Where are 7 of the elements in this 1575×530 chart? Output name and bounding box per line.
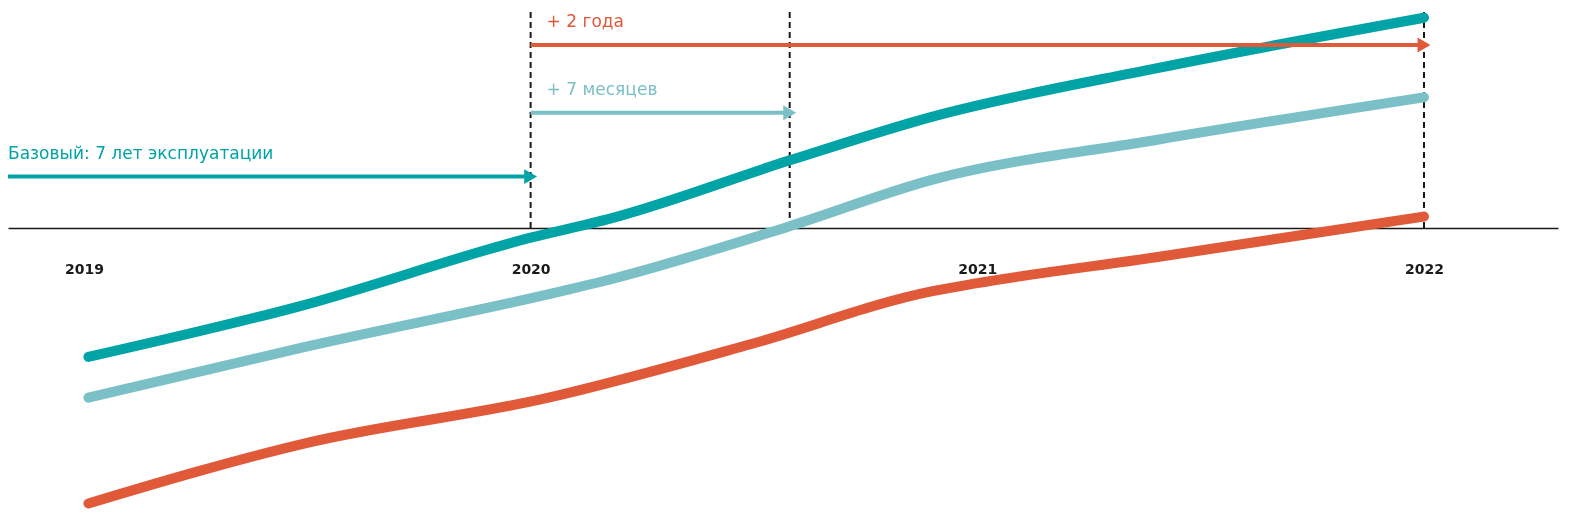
annotation: Базовый: 7 лет эксплуатации <box>8 142 274 163</box>
x-tick-label: 2019 <box>64 260 104 277</box>
x-tick-label: 2020 <box>511 260 551 277</box>
annotation: + 2 года <box>546 10 624 31</box>
x-tick-label: 2022 <box>1405 260 1444 277</box>
annotation: + 7 месяцев <box>546 78 658 99</box>
x-tick-label: 2021 <box>958 260 998 277</box>
